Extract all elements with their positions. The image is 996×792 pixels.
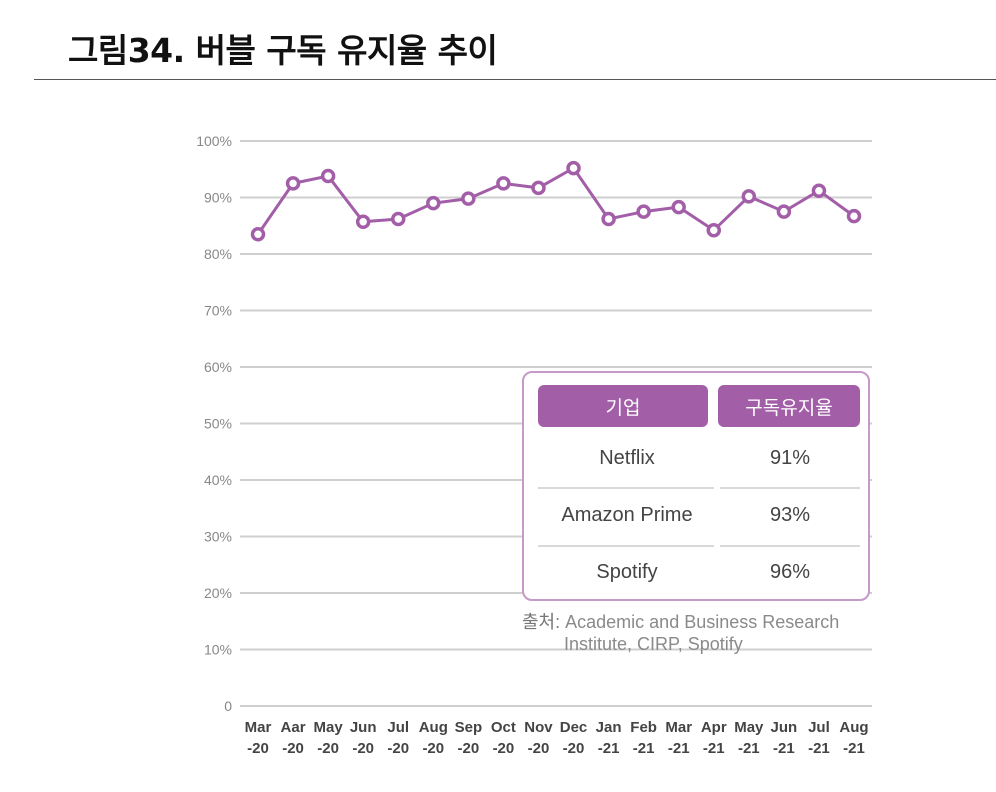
x-tick-label: Apr (701, 719, 727, 736)
x-tick-label: Jul (387, 719, 409, 736)
x-tick-label: -21 (738, 740, 760, 757)
source-label: 출처: (522, 612, 561, 632)
x-tick-label: Jun (350, 719, 377, 736)
y-tick-label: 100% (196, 133, 232, 149)
table-row-divider (720, 545, 860, 547)
source-note: 출처: Academic and Business Research Insti… (522, 611, 862, 655)
table-cell-rate: 96% (769, 560, 811, 583)
table-row-divider (720, 487, 860, 489)
y-tick-label: 40% (204, 472, 232, 488)
data-point (811, 183, 827, 198)
y-tick-label: 90% (204, 190, 232, 206)
data-point (846, 208, 862, 224)
x-tick-label: Dec (560, 719, 588, 736)
series-line (256, 166, 855, 236)
y-tick-label: 30% (204, 529, 232, 545)
data-point (531, 180, 546, 196)
x-tick-label: Mar (245, 719, 272, 736)
x-tick-label: Nov (524, 719, 553, 736)
series-layer (250, 160, 862, 242)
x-tick-label: -20 (458, 740, 480, 757)
data-point (671, 199, 686, 215)
x-tick-label: -21 (808, 740, 830, 757)
table-row-divider (538, 487, 714, 489)
y-tick-label: 0 (224, 698, 232, 714)
comparison-table: 기업 구독유지율 Netflix 91% Amazon Prime 93% Sp… (522, 371, 870, 601)
x-tick-label: -20 (282, 740, 304, 757)
page-title: 그림34. 버블 구독 유지율 추이 (68, 31, 498, 70)
x-tick-label: -21 (633, 740, 655, 757)
x-tick-label: Mar (665, 719, 692, 736)
table-cell-company: Amazon Prime (561, 503, 693, 526)
table-cell-company: Netflix (599, 446, 655, 469)
data-point (320, 168, 336, 184)
source-line2: Institute, CIRP, Spotify (564, 634, 743, 654)
source-line1: Academic and Business Research (565, 612, 840, 632)
title-divider (34, 79, 996, 80)
y-tick-label: 20% (204, 585, 232, 601)
table-row-divider (538, 545, 714, 547)
x-tick-label: Jun (771, 719, 798, 736)
x-tick-label: Aug (419, 719, 448, 736)
table-cell-rate: 93% (769, 503, 811, 526)
data-point (566, 160, 581, 176)
x-tick-label: -20 (422, 740, 444, 757)
data-point (741, 189, 757, 204)
x-tick-label: Aug (839, 719, 868, 736)
x-tick-label: -20 (563, 740, 585, 757)
x-tick-label: -21 (773, 740, 795, 757)
y-tick-label: 60% (204, 359, 232, 375)
data-point (461, 191, 476, 206)
y-tick-label: 10% (204, 642, 232, 658)
y-tick-label: 80% (204, 246, 232, 262)
data-point (390, 211, 406, 227)
x-tick-label: Jul (808, 719, 830, 736)
x-tick-label: -20 (387, 740, 409, 757)
data-point (776, 204, 792, 219)
data-point (355, 214, 371, 230)
x-tick-label: -21 (703, 740, 725, 757)
x-tick-label: May (314, 719, 344, 736)
data-point (706, 223, 722, 238)
x-tick-label: Sep (455, 719, 483, 736)
x-tick-label: -21 (668, 740, 690, 757)
y-axis-ticks: 0 10% 20% 30% 40% 50% 60% 70% 80% 90% 100% (196, 133, 232, 714)
x-tick-label: -20 (493, 740, 515, 757)
y-tick-label: 50% (204, 416, 232, 432)
data-point (426, 195, 441, 211)
data-point (636, 204, 651, 219)
y-tick-label: 70% (204, 303, 232, 319)
x-tick-label: -21 (598, 740, 620, 757)
x-tick-label: -20 (528, 740, 550, 757)
x-tick-label: -21 (843, 740, 865, 757)
x-tick-label: -20 (317, 740, 339, 757)
x-tick-label: May (734, 719, 764, 736)
x-tick-label: -20 (247, 740, 269, 757)
data-point (285, 176, 301, 191)
data-point (496, 176, 511, 191)
table-cell-company: Spotify (596, 560, 658, 583)
table-cell-rate: 91% (769, 446, 811, 469)
table-header-rate: 구독유지율 (718, 385, 860, 427)
table-header-company: 기업 (538, 385, 708, 427)
data-point (601, 211, 616, 227)
x-tick-label: Aar (281, 719, 306, 736)
x-tick-label: Oct (491, 719, 516, 736)
x-tick-label: Feb (630, 719, 657, 736)
x-axis-ticks: Mar-20Aar-20May-20Jun-20Jul-20Aug-20Sep-… (245, 719, 869, 757)
x-tick-label: Jan (596, 719, 622, 736)
x-tick-label: -20 (352, 740, 374, 757)
data-point (250, 226, 266, 242)
